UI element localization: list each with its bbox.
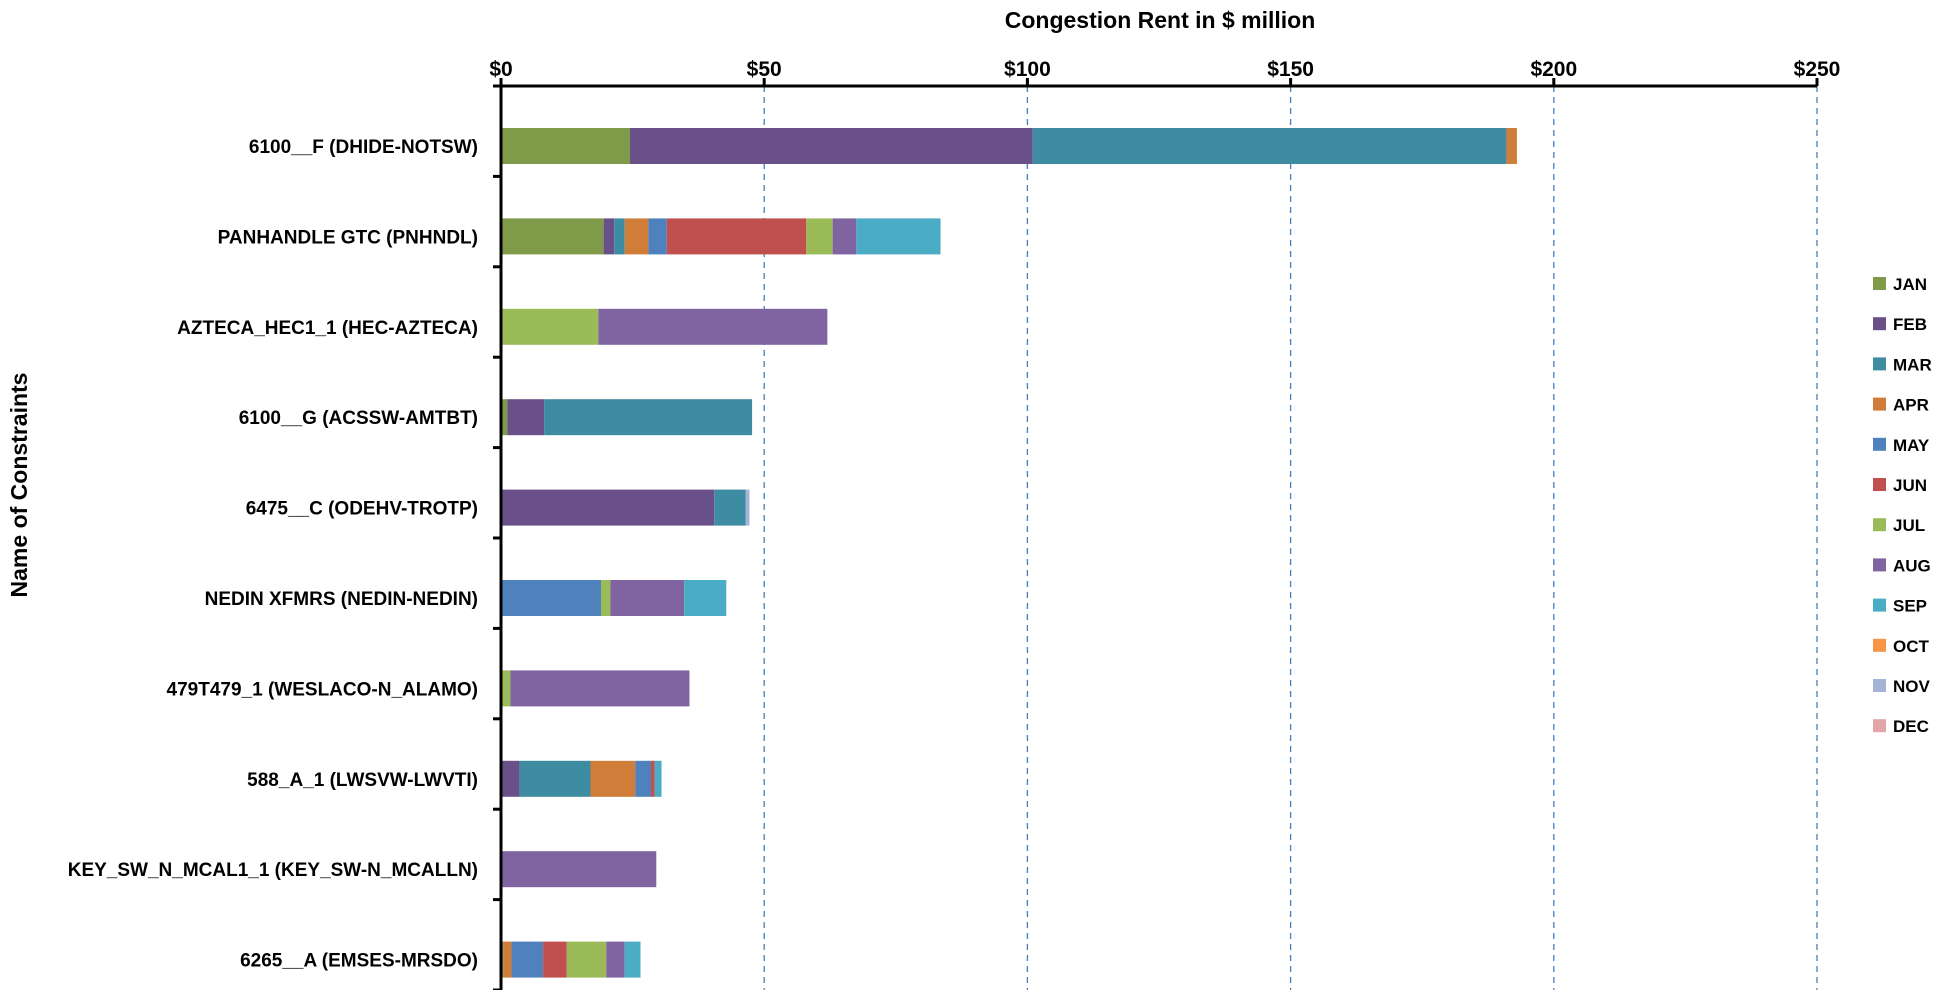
bar-segment	[832, 218, 857, 255]
bar-segment	[601, 580, 611, 616]
bar-segment	[684, 580, 727, 616]
legend-label: DEC	[1893, 717, 1929, 736]
legend-swatch	[1873, 478, 1886, 491]
legend-label: SEP	[1893, 597, 1927, 616]
legend-label: APR	[1893, 396, 1929, 415]
category-label: KEY_SW_N_MCAL1_1 (KEY_SW-N_MCALLN)	[68, 860, 478, 881]
legend-label: OCT	[1893, 637, 1930, 656]
category-label: 479T479_1 (WESLACO-N_ALAMO)	[167, 679, 478, 700]
bar-segment	[603, 218, 615, 255]
bar-segment	[501, 128, 630, 164]
y-axis-title: Name of Constraints	[6, 373, 32, 598]
bar-segment	[590, 760, 636, 797]
bar-segment	[745, 489, 750, 526]
legend-label: FEB	[1893, 315, 1927, 334]
axis-layer: 6100__F (DHIDE-NOTSW) PANHANDLE GTC (PNHN…	[68, 58, 1841, 992]
x-tick-label: $0	[489, 58, 512, 81]
legend: JAN FEB MAR APR MAY JUN JUL AUG SEP OCT NOV DEC	[1873, 275, 1932, 736]
bar-segment	[635, 760, 652, 797]
legend-swatch	[1873, 719, 1886, 733]
bar-layer	[501, 128, 1517, 978]
category-label: NEDIN XFMRS (NEDIN-NEDIN)	[205, 589, 478, 610]
bar-segment	[714, 489, 746, 526]
x-tick-label: $150	[1267, 58, 1314, 81]
bar-segment	[624, 941, 641, 978]
bar-segment	[666, 218, 807, 255]
x-tick-label: $200	[1530, 58, 1577, 81]
x-tick-label: $100	[1004, 58, 1051, 81]
bar-segment	[610, 580, 685, 616]
bar-segment	[614, 218, 625, 255]
legend-swatch	[1873, 638, 1886, 652]
bar-segment	[507, 399, 545, 436]
bar-segment	[1032, 128, 1507, 164]
category-label: 6475__C (ODEHV-TROTP)	[246, 499, 478, 520]
legend-label: AUG	[1893, 556, 1931, 575]
category-label: 6100__F (DHIDE-NOTSW)	[249, 137, 478, 158]
legend-label: MAY	[1893, 436, 1930, 455]
bar-segment	[648, 218, 667, 255]
bar-segment	[501, 851, 657, 888]
legend-label: MAR	[1893, 355, 1932, 374]
category-label: 6265__A (EMSES-MRSDO)	[240, 951, 478, 972]
bar-segment	[501, 760, 520, 797]
legend-swatch	[1873, 437, 1886, 451]
category-label: 6100__G (ACSSW-AMTBT)	[239, 408, 478, 429]
bar-segment	[501, 218, 604, 255]
legend-swatch	[1873, 598, 1886, 612]
bar-segment	[544, 399, 753, 436]
bar-segment	[510, 670, 690, 707]
bar-segment	[566, 941, 607, 978]
legend-label: NOV	[1893, 677, 1931, 696]
bar-segment	[501, 670, 511, 707]
bar-segment	[606, 941, 625, 978]
bar-segment	[1506, 128, 1517, 164]
legend-label: JUL	[1893, 516, 1925, 535]
bar-segment	[654, 760, 662, 797]
legend-label: JUN	[1893, 476, 1927, 495]
category-label: PANHANDLE GTC (PNHNDL)	[218, 227, 478, 248]
category-label: 588_A_1 (LWSVW-LWVTI)	[247, 770, 478, 791]
bar-segment	[501, 580, 602, 616]
bar-segment	[629, 128, 1033, 164]
chart-title: Congestion Rent in $ million	[1005, 7, 1316, 33]
bar-segment	[503, 941, 512, 978]
category-label: AZTECA_HEC1_1 (HEC-AZTECA)	[177, 318, 478, 339]
bar-segment	[856, 218, 941, 255]
legend-swatch	[1873, 518, 1886, 532]
bar-segment	[511, 941, 544, 978]
legend-label: JAN	[1893, 275, 1927, 294]
legend-swatch	[1873, 357, 1886, 371]
bar-segment	[501, 489, 715, 526]
grid-layer	[763, 86, 1818, 990]
bar-segment	[806, 218, 833, 255]
bar-segment	[501, 308, 599, 345]
legend-swatch	[1873, 558, 1886, 572]
bar-segment	[651, 760, 655, 797]
bar-segment	[543, 941, 567, 978]
x-tick-label: $50	[747, 58, 782, 81]
bar-segment	[501, 399, 508, 436]
legend-swatch	[1873, 277, 1886, 290]
bar-segment	[598, 308, 828, 345]
legend-swatch	[1873, 679, 1886, 692]
legend-swatch	[1873, 317, 1886, 331]
bar-segment	[519, 760, 591, 797]
x-tick-label: $250	[1794, 58, 1841, 81]
legend-swatch	[1873, 397, 1886, 411]
bar-segment	[624, 218, 649, 255]
